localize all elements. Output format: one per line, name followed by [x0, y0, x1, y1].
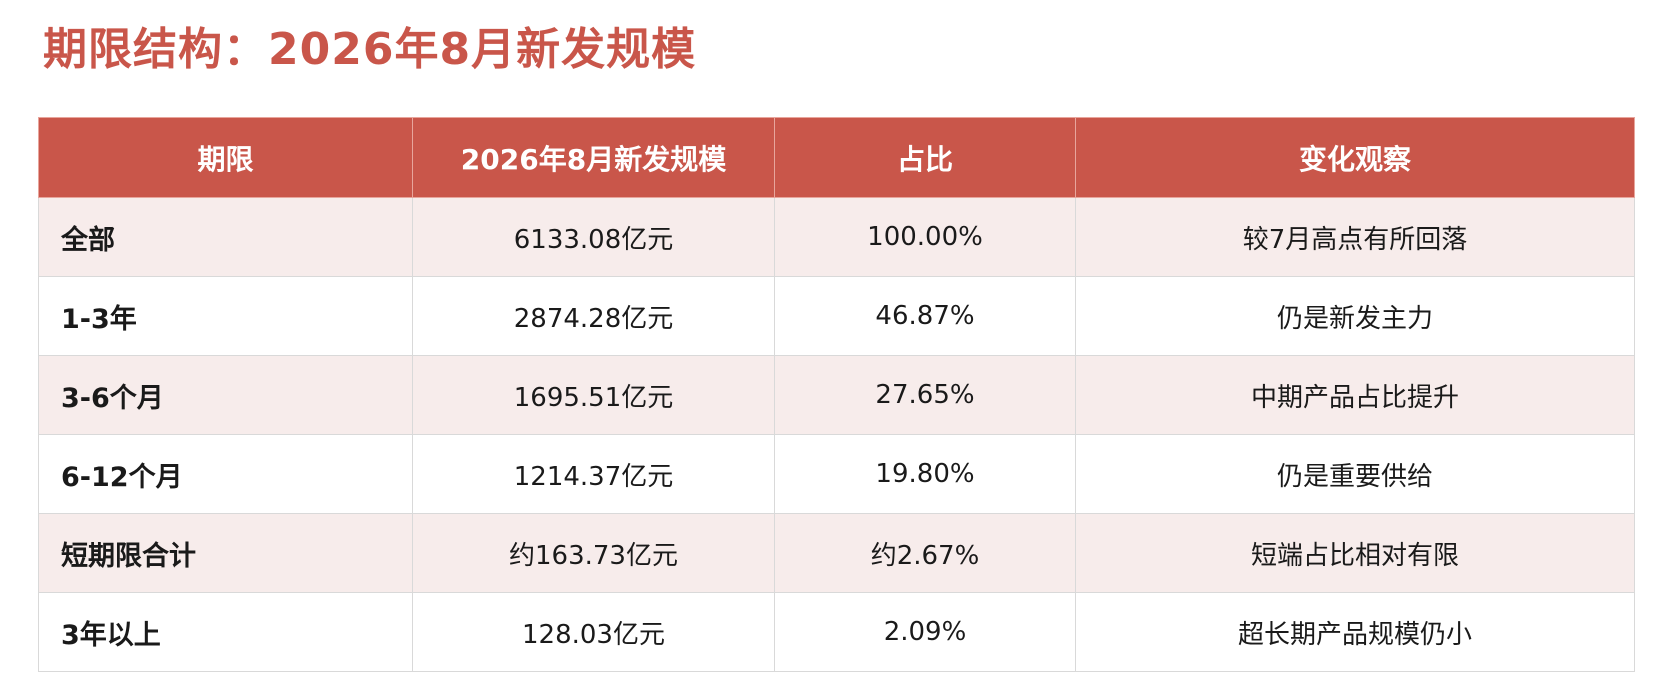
table-row: 全部 6133.08亿元 100.00% 较7月高点有所回落 — [38, 197, 1635, 277]
table-row: 1-3年 2874.28亿元 46.87% 仍是新发主力 — [38, 276, 1635, 356]
amount-cell: 2874.28亿元 — [412, 276, 775, 356]
table-row: 短期限合计 约163.73亿元 约2.67% 短端占比相对有限 — [38, 513, 1635, 593]
share-cell: 100.00% — [774, 197, 1076, 277]
term-cell: 1-3年 — [38, 276, 413, 356]
share-cell: 27.65% — [774, 355, 1076, 435]
table-row: 3年以上 128.03亿元 2.09% 超长期产品规模仍小 — [38, 592, 1635, 672]
amount-cell: 1695.51亿元 — [412, 355, 775, 435]
note-cell: 中期产品占比提升 — [1075, 355, 1635, 435]
issuance-table: 期限 2026年8月新发规模 占比 变化观察 全部 6133.08亿元 100.… — [38, 117, 1635, 672]
table-row: 6-12个月 1214.37亿元 19.80% 仍是重要供给 — [38, 434, 1635, 514]
term-cell: 全部 — [38, 197, 413, 277]
share-cell: 2.09% — [774, 592, 1076, 672]
note-cell: 仍是新发主力 — [1075, 276, 1635, 356]
term-cell: 6-12个月 — [38, 434, 413, 514]
note-cell: 短端占比相对有限 — [1075, 513, 1635, 593]
amount-cell: 6133.08亿元 — [412, 197, 775, 277]
table-header-row: 期限 2026年8月新发规模 占比 变化观察 — [38, 117, 1635, 198]
amount-cell: 约163.73亿元 — [412, 513, 775, 593]
header-amount: 2026年8月新发规模 — [412, 117, 775, 198]
term-cell: 3-6个月 — [38, 355, 413, 435]
term-cell: 短期限合计 — [38, 513, 413, 593]
note-cell: 较7月高点有所回落 — [1075, 197, 1635, 277]
share-cell: 约2.67% — [774, 513, 1076, 593]
amount-cell: 128.03亿元 — [412, 592, 775, 672]
amount-cell: 1214.37亿元 — [412, 434, 775, 514]
page-title: 期限结构：2026年8月新发规模 — [43, 24, 697, 75]
share-cell: 19.80% — [774, 434, 1076, 514]
share-cell: 46.87% — [774, 276, 1076, 356]
note-cell: 超长期产品规模仍小 — [1075, 592, 1635, 672]
header-term: 期限 — [38, 117, 413, 198]
header-note: 变化观察 — [1075, 117, 1635, 198]
term-cell: 3年以上 — [38, 592, 413, 672]
table-row: 3-6个月 1695.51亿元 27.65% 中期产品占比提升 — [38, 355, 1635, 435]
header-share: 占比 — [774, 117, 1076, 198]
note-cell: 仍是重要供给 — [1075, 434, 1635, 514]
